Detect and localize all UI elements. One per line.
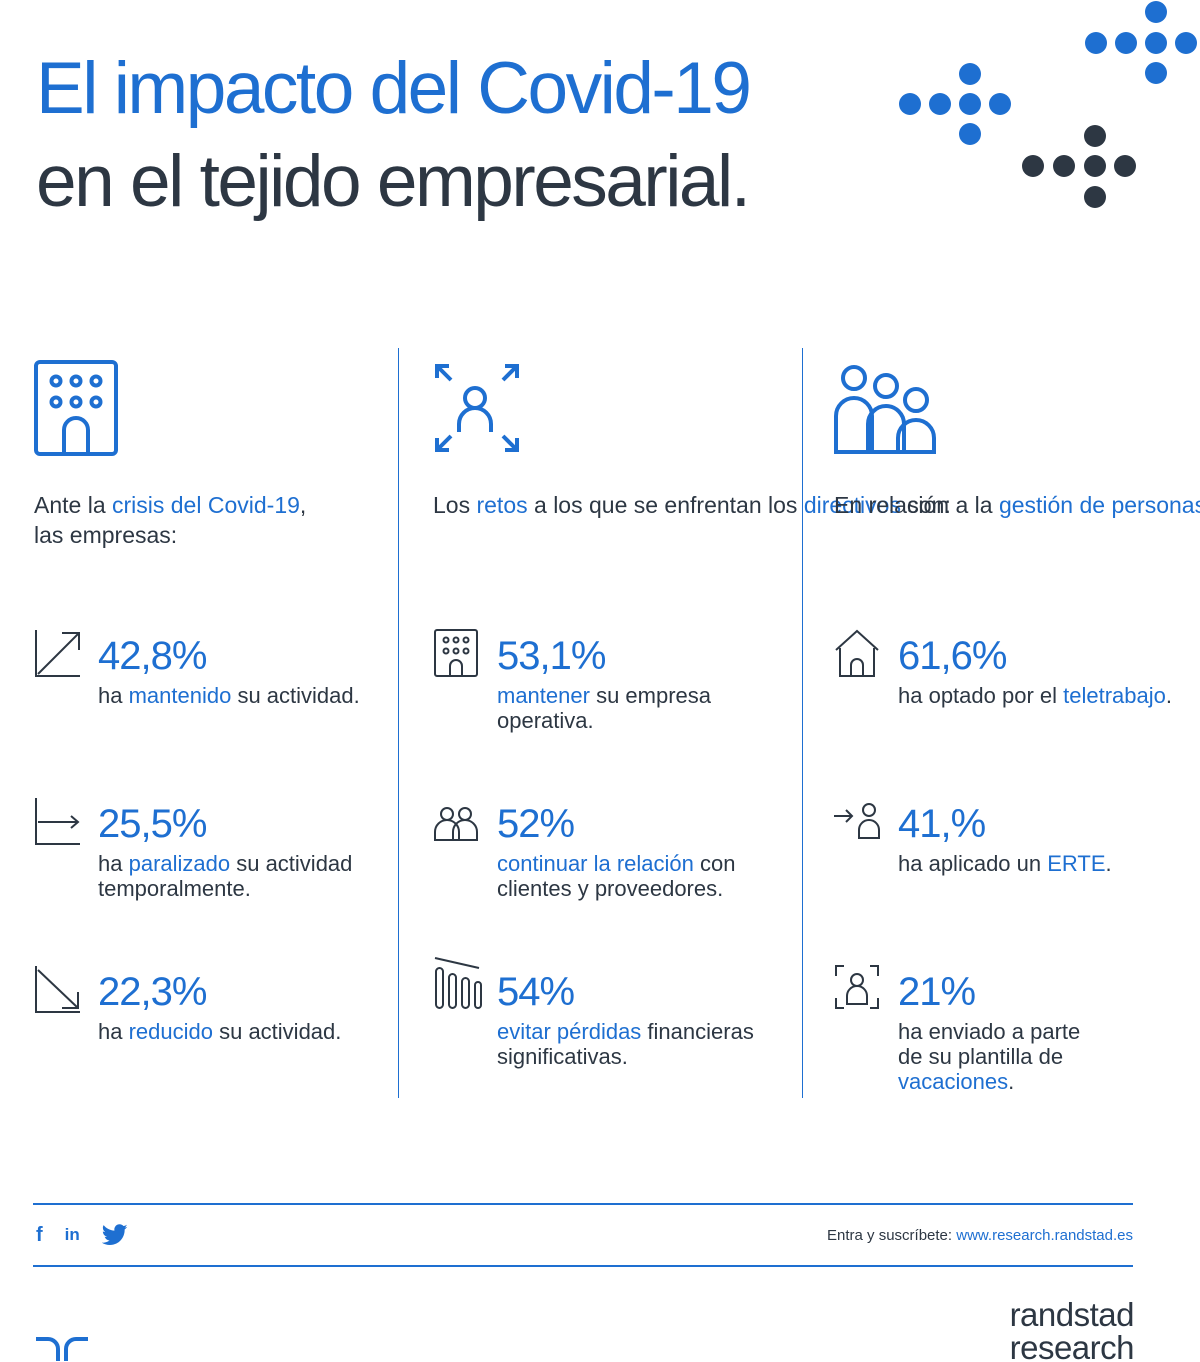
brand-wordmark: randstad research	[1009, 1296, 1135, 1362]
bar-decline-icon	[434, 957, 482, 1009]
stat-description: ha paralizado su actividad temporalmente…	[98, 851, 353, 901]
group-icon	[834, 365, 936, 454]
column-divider	[398, 348, 399, 1098]
stat-description: mantener su empresa operativa.	[497, 683, 712, 733]
decorative-dots-icon	[899, 1, 1197, 208]
building-icon	[34, 360, 118, 456]
stat-value: 22,3%	[98, 970, 207, 1014]
intro-text: Los retos a los que se enfrentan los dir…	[433, 492, 951, 518]
stat-description: ha enviado a parte de su plantilla de va…	[898, 1019, 1081, 1094]
stat-value: 61,6%	[898, 634, 1007, 678]
stat-description: evitar pérdidas financieras significativ…	[497, 1019, 754, 1069]
stat-description: ha reducido su actividad.	[98, 1019, 342, 1044]
stat-description: ha optado por el teletrabajo.	[898, 683, 1173, 708]
column-divider	[802, 348, 803, 1098]
stat-value: 52%	[497, 802, 575, 846]
trend-up-icon	[35, 630, 80, 677]
stat-value: 54%	[497, 970, 575, 1014]
person-focus-icon	[435, 364, 519, 452]
footer-divider-top	[33, 1203, 1133, 1205]
person-frame-icon	[835, 965, 879, 1009]
column-empresas: Ante la crisis del Covid-19, las empresa…	[34, 360, 360, 1044]
arrow-person-icon	[834, 803, 880, 839]
home-icon	[835, 629, 879, 677]
building-icon	[434, 629, 478, 677]
facebook-icon[interactable]: f	[36, 1223, 43, 1246]
stat-value: 53,1%	[497, 634, 606, 678]
twitter-icon[interactable]	[101, 1224, 128, 1246]
subscribe-text: Entra y suscríbete: www.research.randsta…	[827, 1227, 1133, 1244]
trend-down-icon	[35, 966, 80, 1013]
stat-value: 42,8%	[98, 634, 207, 678]
trend-flat-icon	[35, 798, 80, 845]
stat-value: 41,%	[898, 802, 986, 846]
stat-value: 21%	[898, 970, 976, 1014]
randstad-logo-icon	[36, 1337, 88, 1361]
footer-divider-bottom	[33, 1265, 1133, 1267]
intro-text: Ante la crisis del Covid-19, las empresa…	[34, 492, 307, 548]
stat-description: ha mantenido su actividad.	[98, 683, 360, 708]
intro-text: En relación a la gestión de personas:	[834, 492, 1200, 518]
website-link[interactable]: www.research.randstad.es	[956, 1227, 1133, 1244]
page-title-line2: en el tejido empresarial.	[36, 141, 751, 222]
linkedin-icon[interactable]: in	[64, 1225, 80, 1244]
column-personas: En relación a la gestión de personas: 61…	[834, 360, 1200, 1094]
page-title-line1: El impacto del Covid-19	[36, 48, 752, 129]
stat-description: continuar la relación con clientes y pro…	[497, 851, 736, 901]
stat-value: 25,5%	[98, 802, 207, 846]
column-directivos: Los retos a los que se enfrentan los dir…	[433, 360, 951, 1069]
social-links: f in	[36, 1222, 128, 1248]
stat-description: ha aplicado un ERTE.	[898, 851, 1112, 876]
people-icon	[434, 807, 478, 841]
